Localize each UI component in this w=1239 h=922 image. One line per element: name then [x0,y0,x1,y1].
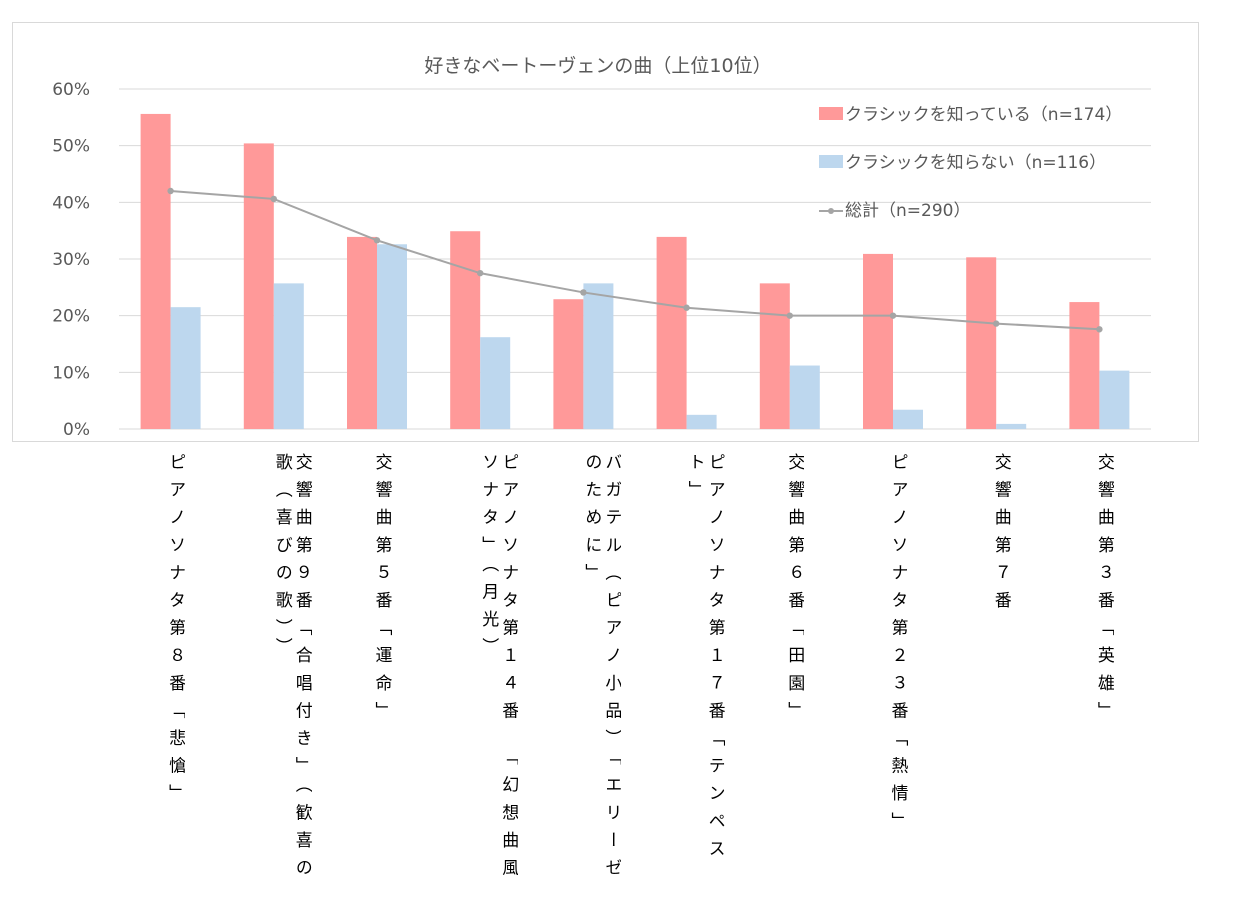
y-tick-label: 0% [63,420,90,440]
total-line-point [167,187,174,195]
total-line-point [786,312,793,319]
category-label: ピアノソナタ第１４番 「幻想曲風ソナタ」（月光） [478,453,519,887]
bar-unknown [170,307,201,429]
legend-label-known: クラシックを知っている（n=174） [845,105,1122,125]
chart-svg: 好きなベートーヴェンの曲（上位10位） 0% 10% 20% 30% 40% 50% 60%… [52,55,1151,440]
y-tick-label: 50% [52,137,90,157]
category-label: 交響曲第７番 [990,453,1011,619]
legend-item-total: 総計（n=290） [819,201,970,221]
y-tick-label: 40% [52,193,90,213]
bar-known [450,231,481,429]
legend-item-unknown: クラシックを知らない（n=116） [819,153,1106,173]
category-label: 交響曲第５番「運命」 [371,453,392,729]
total-line [167,187,1103,333]
bar-known [1069,302,1100,429]
bar-known [966,257,997,429]
chart-title: 好きなベートーヴェンの曲（上位10位） [424,55,771,77]
category-label: ピアノソナタ第１７番「テンペスト」 [684,453,725,867]
y-tick-label: 20% [52,307,90,327]
y-tick-label: 30% [52,250,90,270]
category-label: 交響曲第６番「田園」 [784,453,805,729]
chart-area: 好きなベートーヴェンの曲（上位10位） 0% 10% 20% 30% 40% 50% 60%… [12,22,1199,442]
bar-unknown [686,414,717,429]
bar-known [863,253,893,429]
bars [140,113,1130,429]
category-label: ピアノソナタ第２３番「熱情」 [887,453,908,840]
total-line-point [683,304,690,311]
legend-swatch-known [819,107,843,120]
category-label: バガテル（ピアノ小品）「エリーゼのために」 [581,453,622,887]
legend: クラシックを知っている（n=174） クラシックを知らない（n=116） 総計（… [819,105,1122,221]
y-tick-label: 10% [52,363,90,383]
bar-known [553,299,584,429]
total-line-point [477,269,484,277]
bar-unknown [480,337,511,429]
total-line-path [170,190,1100,331]
total-line-point [993,320,1000,327]
bar-known [140,113,171,429]
category-label: ピアノソナタ第８番「悲愴」 [165,453,186,812]
y-tick-label: 60% [52,80,90,100]
legend-label-unknown: クラシックを知らない（n=116） [845,153,1106,173]
bar-unknown [996,423,1027,429]
legend-label-total: 総計（n=290） [845,201,970,221]
bar-unknown [1099,370,1130,429]
bar-known [347,236,377,429]
bar-unknown [583,283,614,429]
category-label: 交響曲第３番「英雄」 [1093,453,1114,729]
bar-unknown [273,283,304,429]
bar-known [656,236,687,429]
total-line-point [580,289,587,296]
legend-swatch-unknown [819,155,843,168]
legend-marker-total [828,208,834,214]
bar-unknown [789,365,820,429]
bar-known [759,283,790,429]
total-line-point [373,237,381,244]
category-label: 交響曲第９番「合唱付き」（歓喜の歌（喜びの歌）） [271,453,312,887]
bar-unknown [377,244,407,429]
bar-known [243,143,274,429]
y-axis-ticks: 0% 10% 20% 30% 40% 50% 60% [52,80,90,440]
total-line-point [889,312,897,319]
bar-unknown [893,409,923,429]
total-line-point [1096,326,1103,333]
legend-item-known: クラシックを知っている（n=174） [819,105,1122,125]
total-line-point [270,195,277,203]
